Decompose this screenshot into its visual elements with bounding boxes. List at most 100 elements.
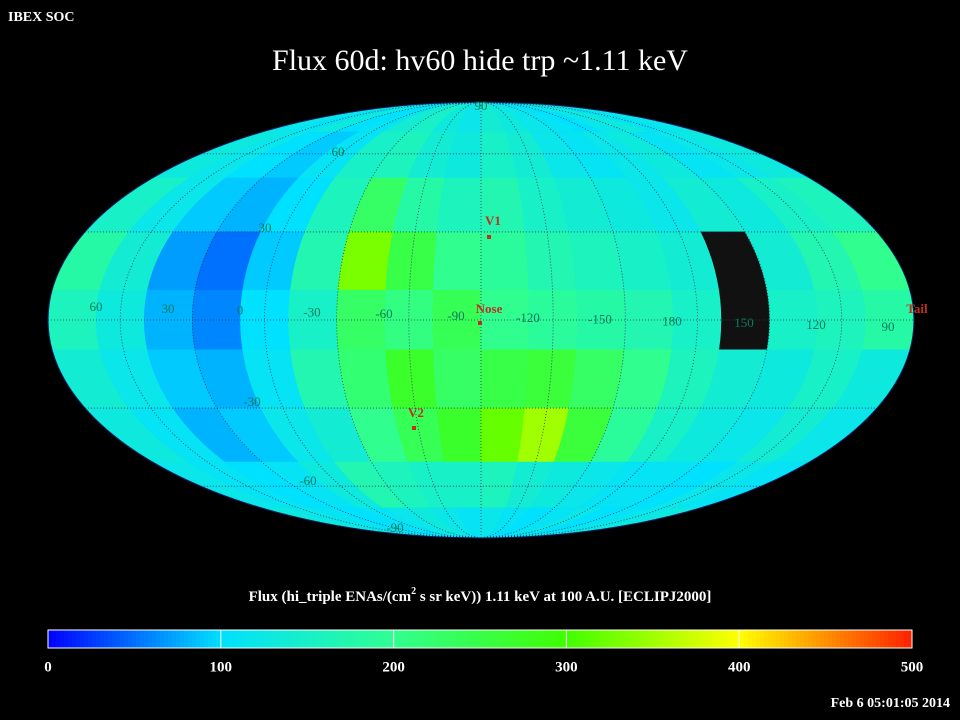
colorbar-swatch xyxy=(592,630,597,648)
colorbar-swatch xyxy=(124,630,129,648)
colorbar-swatch xyxy=(76,630,81,648)
colorbar-swatch xyxy=(240,630,245,648)
colorbar-swatch xyxy=(292,630,297,648)
colorbar-swatch xyxy=(72,630,77,648)
colorbar-swatch xyxy=(420,630,425,648)
longitude-label: 0 xyxy=(237,303,244,318)
colorbar-tick-label: 100 xyxy=(210,659,233,675)
colorbar-swatch xyxy=(832,630,837,648)
colorbar-swatch xyxy=(336,630,341,648)
colorbar-swatch xyxy=(668,630,673,648)
longitude-label: -150 xyxy=(588,312,612,327)
colorbar-swatch xyxy=(820,630,825,648)
colorbar-swatch xyxy=(824,630,829,648)
colorbar-swatch xyxy=(628,630,633,648)
colorbar-swatch xyxy=(796,630,801,648)
colorbar-swatch xyxy=(588,630,593,648)
flux-cell xyxy=(432,231,482,291)
colorbar-swatch xyxy=(200,630,205,648)
colorbar-swatch xyxy=(288,630,293,648)
colorbar-swatch xyxy=(528,630,533,648)
colorbar-swatch xyxy=(808,630,813,648)
colorbar-swatch xyxy=(908,630,913,648)
latitude-label: -90 xyxy=(386,520,403,535)
colorbar-swatch xyxy=(196,630,201,648)
flux-cell xyxy=(143,289,196,351)
colorbar-swatch xyxy=(892,630,897,648)
colorbar-swatch xyxy=(164,630,169,648)
colorbar-swatch xyxy=(180,630,185,648)
colorbar-swatch xyxy=(604,630,609,648)
colorbar-swatch xyxy=(260,630,265,648)
colorbar-swatch xyxy=(376,630,381,648)
colorbar-swatch xyxy=(580,630,585,648)
colorbar-swatch xyxy=(52,630,57,648)
flux-cell xyxy=(436,177,482,233)
longitude-label: 60 xyxy=(90,299,103,314)
longitude-label: 120 xyxy=(806,317,826,332)
colorbar-swatch xyxy=(116,630,121,648)
colorbar-swatch xyxy=(880,630,885,648)
latitude-label: -30 xyxy=(243,394,260,409)
colorbar-swatch xyxy=(552,630,557,648)
latitude-label: 90 xyxy=(475,98,488,113)
colorbar-swatch xyxy=(544,630,549,648)
colorbar-swatch xyxy=(684,630,689,648)
colorbar-swatch xyxy=(472,630,477,648)
colorbar-swatch xyxy=(272,630,277,648)
timestamp: Feb 6 05:01:05 2014 xyxy=(831,696,950,711)
colorbar-swatch xyxy=(280,630,285,648)
colorbar-swatch xyxy=(324,630,329,648)
colorbar-swatch xyxy=(888,630,893,648)
sky-map xyxy=(47,101,915,539)
longitude-label: -120 xyxy=(516,310,540,325)
colorbar-swatch xyxy=(652,630,657,648)
colorbar-swatch xyxy=(764,630,769,648)
colorbar-swatch xyxy=(236,630,241,648)
colorbar-swatch xyxy=(160,630,165,648)
colorbar-swatch xyxy=(896,630,901,648)
colorbar-swatch xyxy=(640,630,645,648)
colorbar-swatch xyxy=(500,630,505,648)
colorbar-swatch xyxy=(904,630,909,648)
marker-dot xyxy=(487,235,491,239)
colorbar-tick-label: 300 xyxy=(555,659,578,675)
colorbar-swatch xyxy=(100,630,105,648)
colorbar-swatch xyxy=(216,630,221,648)
colorbar-swatch xyxy=(436,630,441,648)
colorbar-swatch xyxy=(340,630,345,648)
colorbar-swatch xyxy=(756,630,761,648)
colorbar-swatch xyxy=(232,630,237,648)
colorbar-swatch xyxy=(320,630,325,648)
colorbar-swatch xyxy=(392,630,397,648)
colorbar-swatch xyxy=(620,630,625,648)
colorbar-swatch xyxy=(120,630,125,648)
colorbar-tick-label: 0 xyxy=(44,659,52,675)
colorbar-swatch xyxy=(136,630,141,648)
colorbar-swatch xyxy=(636,630,641,648)
colorbar-swatch xyxy=(676,630,681,648)
colorbar-swatch xyxy=(176,630,181,648)
colorbar-swatch xyxy=(456,630,461,648)
meridian xyxy=(408,101,482,539)
colorbar-swatch xyxy=(184,630,189,648)
colorbar-swatch xyxy=(504,630,509,648)
flux-cell xyxy=(524,231,577,291)
colorbar-swatch xyxy=(776,630,781,648)
colorbar-swatch xyxy=(468,630,473,648)
colorbar-swatch xyxy=(328,630,333,648)
colorbar-swatch xyxy=(520,630,525,648)
colorbar-swatch xyxy=(388,630,393,648)
colorbar-swatch xyxy=(400,630,405,648)
colorbar-swatch xyxy=(352,630,357,648)
colorbar-swatch xyxy=(68,630,73,648)
flux-cell xyxy=(480,231,530,291)
colorbar-swatch xyxy=(804,630,809,648)
colorbar-swatch xyxy=(608,630,613,648)
colorbar-swatch xyxy=(732,630,737,648)
colorbar-swatch xyxy=(372,630,377,648)
longitude-label: 150 xyxy=(734,315,754,330)
colorbar-swatch xyxy=(264,630,269,648)
colorbar-swatch xyxy=(252,630,257,648)
longitude-label: -90 xyxy=(447,308,464,323)
